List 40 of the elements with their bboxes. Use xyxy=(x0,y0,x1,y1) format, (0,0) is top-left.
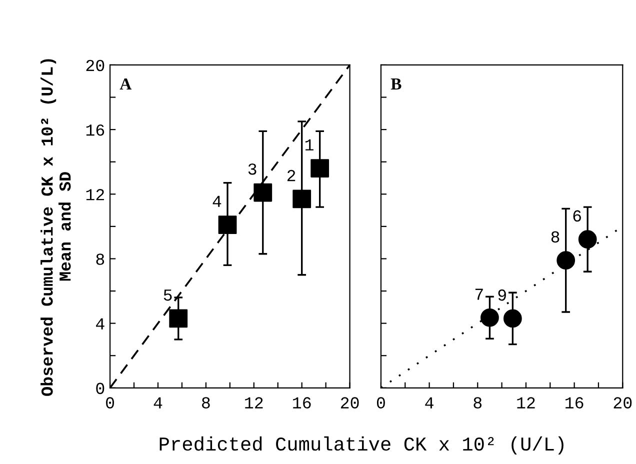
x-tick-label: 8 xyxy=(474,397,482,408)
point xyxy=(310,159,330,178)
x-tick-label: 4 xyxy=(425,397,434,408)
annotation: B xyxy=(390,78,402,90)
x-tick-label: 0 xyxy=(376,397,385,408)
point xyxy=(503,309,522,328)
x-tick-label: 16 xyxy=(293,397,311,408)
y-tick-label: 12 xyxy=(86,189,104,200)
annotation: 1 xyxy=(305,139,314,150)
annotation: 8 xyxy=(551,231,560,243)
point xyxy=(480,308,499,327)
y-tick-label: 4 xyxy=(96,318,104,330)
point xyxy=(578,230,597,249)
x-tick-label: 20 xyxy=(340,397,359,408)
annotation: 7 xyxy=(475,288,483,300)
annotation: 6 xyxy=(573,210,581,222)
y-tick-label: 20 xyxy=(86,60,104,72)
annotation: 2 xyxy=(287,170,296,182)
x-tick-label: 4 xyxy=(154,397,162,408)
point xyxy=(169,309,188,328)
annotation: 5 xyxy=(164,290,172,301)
annotation: 4 xyxy=(212,196,222,207)
y-axis-title: Observed Cumulative CK x 10² (U/L) Mean and SD xyxy=(40,59,71,396)
point xyxy=(218,216,237,234)
x-tick-label: 20 xyxy=(614,397,632,408)
y-tick-label: 8 xyxy=(96,254,104,265)
x-tick-label: 0 xyxy=(106,397,114,408)
annotation: 3 xyxy=(248,163,256,175)
annotation: 9 xyxy=(498,289,506,301)
annotation: A xyxy=(120,78,132,90)
x-tick-label: 16 xyxy=(566,397,584,408)
x-tick-label: 12 xyxy=(245,397,263,408)
x-tick-label: 8 xyxy=(202,397,210,408)
point xyxy=(254,183,272,202)
point xyxy=(556,251,576,270)
x-axis-title: Predicted Cumulative CK x 10² (U/L) xyxy=(160,436,564,455)
y-tick-label: 16 xyxy=(86,124,104,136)
point xyxy=(292,190,312,208)
y-tick-label: 0 xyxy=(96,382,104,394)
x-tick-label: 12 xyxy=(517,397,535,408)
